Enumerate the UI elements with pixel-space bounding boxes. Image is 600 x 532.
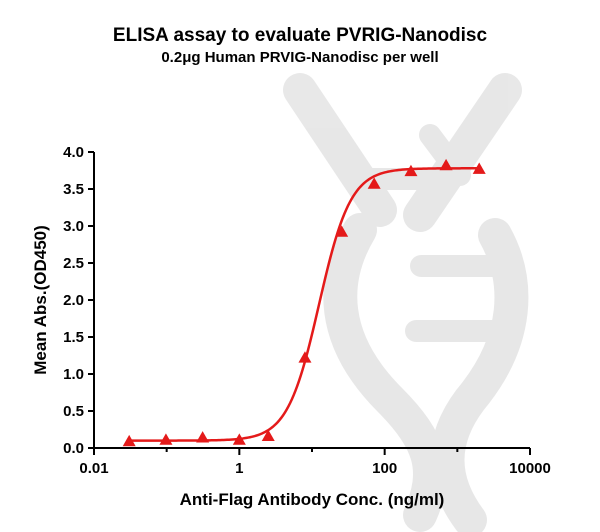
x-tick-label: 1	[235, 460, 243, 477]
chart-title: ELISA assay to evaluate PVRIG-Nanodisc	[113, 25, 488, 46]
y-tick-label: 1.0	[63, 366, 84, 383]
data-point-triangle	[232, 433, 246, 445]
data-point-triangle	[261, 429, 275, 442]
y-tick-label: 4.0	[63, 144, 84, 161]
y-tick-label: 0.5	[63, 403, 84, 420]
y-axis-label: Mean Abs.(OD450)	[31, 225, 50, 375]
x-axis: 0.01 1 100 10000	[79, 447, 551, 477]
x-tick-label: 10000	[509, 460, 551, 477]
y-tick-label: 3.0	[63, 218, 84, 235]
data-point-triangle	[159, 433, 173, 445]
y-tick-label: 2.0	[63, 292, 84, 309]
data-point-triangle	[439, 158, 453, 171]
x-axis-label: Anti-Flag Antibody Conc. (ng/ml)	[180, 490, 445, 509]
y-tick-label: 1.5	[63, 329, 84, 346]
y-tick-label: 2.5	[63, 255, 84, 272]
fit-curve-line	[129, 167, 480, 442]
data-points-layer	[122, 158, 486, 447]
data-point-triangle	[367, 177, 381, 189]
data-point-triangle	[404, 164, 418, 177]
data-point-triangle	[298, 351, 312, 363]
x-tick-label: 100	[372, 460, 397, 477]
dna-watermark-icon	[283, 73, 529, 532]
y-axis: 0.0 0.5 1.0 1.5 2.0 2.5 3.0 3.5 4.0	[63, 144, 95, 457]
x-tick-label: 0.01	[79, 460, 108, 477]
data-point-triangle	[196, 431, 210, 443]
y-tick-label: 0.0	[63, 440, 84, 457]
chart-subtitle: 0.2μg Human PRVIG-Nanodisc per well	[161, 49, 438, 66]
data-point-triangle	[122, 434, 136, 447]
fit-curve-layer	[129, 167, 480, 442]
data-point-triangle	[335, 225, 349, 237]
data-point-triangle	[472, 162, 486, 174]
y-tick-label: 3.5	[63, 181, 84, 198]
